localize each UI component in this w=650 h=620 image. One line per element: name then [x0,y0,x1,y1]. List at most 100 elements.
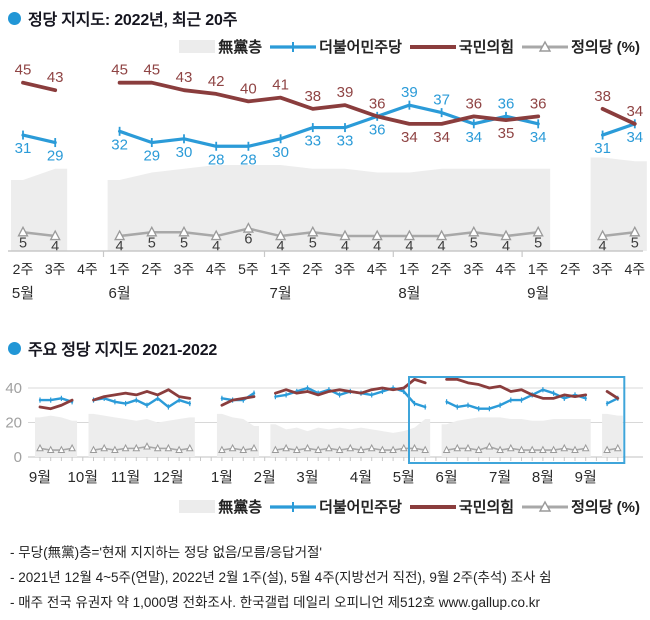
legend-label: 국민의힘 [458,499,515,516]
svg-text:2주: 2주 [13,261,34,277]
top-chart-legend: 無黨층 더불어민주당 국민의힘 정의당 (%) [179,36,640,57]
ppp-line [117,80,541,126]
legend-item-mudang: 無黨층 [179,36,262,57]
justice-line [118,227,540,238]
blue-line-swatch-icon [270,41,317,52]
svg-text:33: 33 [304,133,321,150]
triangle-marker-icon [335,445,344,453]
svg-text:4: 4 [438,239,446,255]
bottom-chart-title-text: 주요 정당 지지도 2021-2022 [28,342,218,359]
triangle-marker-icon [464,443,472,452]
justice-line [92,445,191,451]
svg-text:38: 38 [304,88,321,105]
triangle-marker-icon [164,443,173,452]
svg-text:4: 4 [51,239,59,255]
svg-text:7월: 7월 [489,469,511,486]
bottom-chart-legend: 無黨층 더불어민주당 국민의힘 정의당 (%) [179,496,640,517]
svg-text:34: 34 [465,129,482,146]
svg-text:12월: 12월 [153,469,184,486]
triangle-marker-icon [49,229,61,241]
svg-text:5: 5 [19,235,27,251]
svg-text:4: 4 [341,239,349,255]
svg-text:34: 34 [401,129,418,146]
triangle-marker-icon [185,443,194,452]
gray-line-triangle-swatch-icon [522,40,569,52]
triangle-marker-icon [339,229,351,241]
justice-line [39,447,73,451]
triangle-marker-icon [210,229,222,241]
justice-line [21,231,57,238]
triangle-marker-icon [100,443,109,452]
svg-text:3주: 3주 [592,261,613,277]
svg-text:4: 4 [502,239,510,255]
triangle-marker-icon [399,443,408,452]
triangle-marker-icon [46,445,55,453]
triangle-marker-icon [218,445,226,453]
svg-text:43: 43 [47,69,64,86]
triangle-marker-icon [357,445,365,453]
svg-text:5: 5 [180,235,188,251]
mudang-area [35,415,78,457]
svg-text:4: 4 [116,239,124,255]
legend-label: 정의당 (%) [571,39,640,56]
triangle-marker-icon [111,445,119,453]
triangle-marker-icon [506,443,515,452]
svg-text:2주: 2주 [560,261,581,277]
svg-text:36: 36 [498,95,515,112]
svg-text:4월: 4월 [350,469,372,486]
svg-text:29: 29 [47,148,64,165]
top-chart-title: 정당 지지도: 2022년, 최근 20주 [8,6,237,30]
svg-text:6: 6 [244,232,252,248]
svg-text:37: 37 [433,92,450,109]
triangle-marker-icon [549,445,558,453]
legend-item-justice: 정의당 (%) [522,496,640,517]
triangle-marker-icon [560,443,569,452]
ppp-line [605,390,620,400]
triangle-marker-icon [114,229,126,241]
title-bullet-icon [8,341,21,355]
party-support-yearly-chart: 0 20 40 9월 10월 11월 12월 1월 2월 3월 4월 5월 6월 7월 8월 9월 [5,376,643,486]
minjoo-line [21,133,57,145]
svg-text:4: 4 [373,239,381,255]
svg-text:39: 39 [401,84,418,101]
svg-text:1주: 1주 [528,261,549,277]
triangle-marker-icon [178,225,190,237]
svg-text:9월: 9월 [29,469,51,486]
area-swatch-icon [179,40,216,53]
svg-text:34: 34 [530,129,547,146]
svg-text:28: 28 [208,151,225,168]
svg-text:4: 4 [405,239,413,255]
mudang-area [216,413,259,457]
svg-text:36: 36 [465,95,482,112]
mudang-area [107,164,551,251]
svg-text:45: 45 [143,62,160,79]
svg-text:5: 5 [534,235,542,251]
triangle-marker-icon [378,445,387,453]
svg-text:10월: 10월 [68,469,99,486]
svg-text:32: 32 [111,136,128,153]
triangle-marker-icon [442,445,451,453]
title-bullet-icon [8,11,21,25]
legend-label: 無黨층 [218,39,263,56]
triangle-marker-icon [275,229,287,241]
triangle-marker-icon [468,225,480,237]
triangle-marker-icon [517,445,526,453]
legend-item-ppp: 국민의힘 [409,496,515,517]
svg-text:9월: 9월 [575,469,597,486]
legend-item-minjoo: 더불어민주당 [270,496,402,517]
triangle-marker-icon [175,445,183,453]
minjoo-line [92,397,192,409]
triangle-marker-icon [496,445,504,453]
legend-label: 더불어민주당 [319,499,402,516]
triangle-marker-icon [571,445,579,453]
triangle-marker-icon [132,443,141,452]
svg-text:6월: 6월 [436,469,458,486]
svg-text:5: 5 [309,235,317,251]
top-chart-title-text: 정당 지지도: 2022년, 최근 20주 [28,12,238,29]
legend-label: 국민의힘 [458,39,515,56]
triangle-marker-icon [613,443,622,452]
svg-text:5: 5 [148,235,156,251]
triangle-marker-icon [303,443,312,452]
triangle-marker-icon [146,225,158,237]
svg-text:28: 28 [240,151,257,168]
